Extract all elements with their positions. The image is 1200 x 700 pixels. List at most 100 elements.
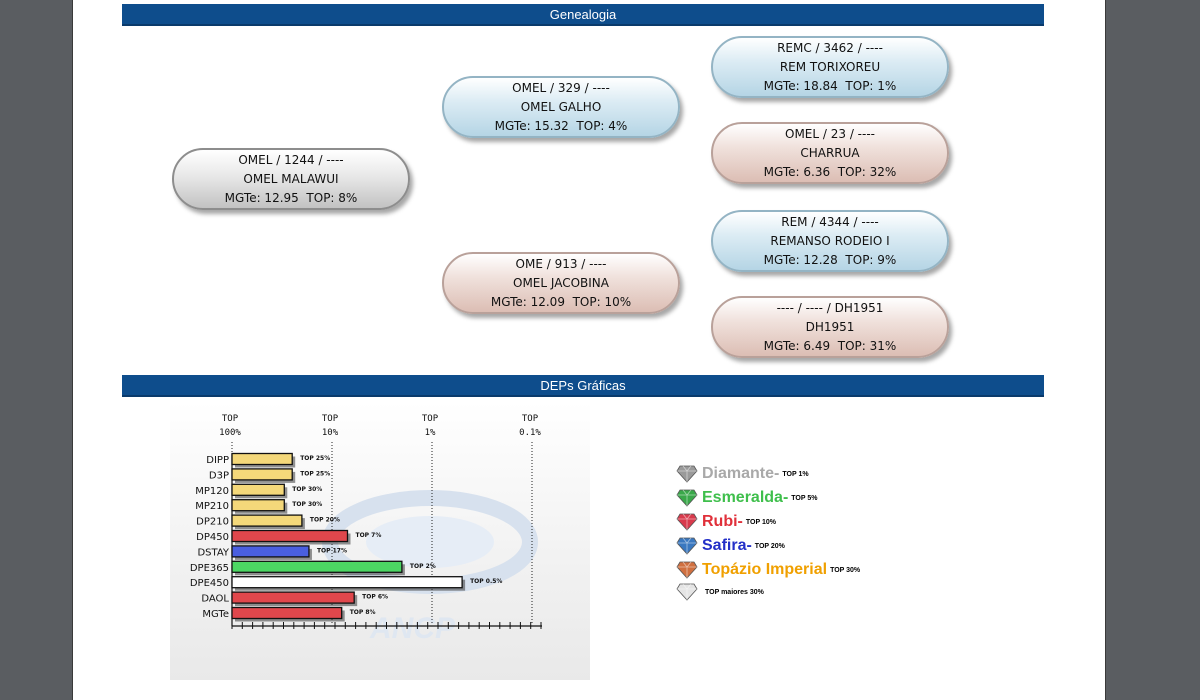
scale-label-top: TOP xyxy=(422,414,439,424)
deps-chart-panel: ANCP TOP 100% TOP 10% TOP 1% TOP 0.1% DIPP TOP 25%… xyxy=(170,402,590,680)
category-label-dpe450: DPE450 xyxy=(190,578,229,589)
bar-dipp xyxy=(231,452,293,466)
category-label-dp450: DP450 xyxy=(196,532,229,543)
legend-separator: - xyxy=(737,513,743,530)
mgte-value: MGTe: 6.36 xyxy=(763,164,831,179)
bar-daol xyxy=(231,591,355,604)
bar-mgte xyxy=(231,606,343,620)
bar-value-label: TOP 0.5% xyxy=(470,578,502,585)
deps-bar-chart: ANCP TOP 100% TOP 10% TOP 1% TOP 0.1% DIPP TOP 25%… xyxy=(190,414,542,645)
gem-icon xyxy=(676,561,698,579)
animal-card-mgs[interactable]: OME / 913 / ---- OMEL JACOBINA MGTe: 12.09… xyxy=(442,252,680,314)
animal-name: OMEL GALHO xyxy=(520,99,602,114)
gem-icon xyxy=(676,465,698,483)
gem-icon xyxy=(676,489,698,507)
category-label-mp120: MP120 xyxy=(195,486,229,497)
legend-gem-name: Esmeralda xyxy=(702,489,783,506)
mgte-value: MGTe: 18.84 xyxy=(763,78,838,93)
bar-dp210 xyxy=(231,514,303,527)
watermark-emblem-core xyxy=(366,516,494,568)
animal-registry: OMEL / 329 / ---- xyxy=(512,80,610,95)
bar-value-label: TOP 30% xyxy=(292,486,322,493)
section-deps-header: DEPs Gráficas xyxy=(122,375,1044,397)
top-value: TOP: 32% xyxy=(837,164,897,179)
legend-gem-name: Diamante xyxy=(702,465,775,482)
bar-value-label: TOP 30% xyxy=(292,501,322,508)
category-label-mp210: MP210 xyxy=(195,501,229,512)
bar-value-label: TOP 20% xyxy=(310,517,340,524)
animal-card-ggd2[interactable]: ---- / ---- / DH1951 DH1951 MGTe: 6.49 TOP… xyxy=(711,296,949,358)
animal-score: MGTe: 12.95 TOP: 8% xyxy=(225,189,358,208)
animal-card-sire[interactable]: OMEL / 1244 / ---- OMEL MALAWUI MGTe: 12.9… xyxy=(172,148,410,210)
animal-score: MGTe: 6.49 TOP: 31% xyxy=(764,337,897,356)
animal-registry: ---- / ---- / DH1951 xyxy=(776,300,884,315)
category-label-dp210: DP210 xyxy=(196,517,229,528)
legend-item: Rubi - TOP 10% xyxy=(676,510,860,534)
top-value: TOP: 31% xyxy=(837,338,897,353)
mgte-value: MGTe: 12.95 xyxy=(224,190,299,205)
legend-top-range: TOP 30% xyxy=(830,566,861,574)
category-label-mgte: MGTe xyxy=(202,609,229,620)
legend-gem-name: Rubi xyxy=(702,513,738,530)
mgte-value: MGTe: 12.28 xyxy=(763,252,838,267)
mgte-value: MGTe: 12.09 xyxy=(490,294,565,309)
top-value: TOP: 10% xyxy=(572,294,632,309)
animal-name: CHARRUA xyxy=(800,145,860,160)
top-value: TOP: 1% xyxy=(845,78,897,93)
scale-label-top: TOP xyxy=(222,414,239,424)
animal-registry: OMEL / 1244 / ---- xyxy=(238,152,344,167)
bar-dp450 xyxy=(231,529,349,543)
legend-top-range: TOP maiores 30% xyxy=(705,588,764,596)
legend-gem-name: Topázio Imperial xyxy=(702,561,828,578)
scale-label-top: TOP xyxy=(322,414,339,424)
scale-label-percent: 10% xyxy=(322,428,339,438)
legend-separator: - xyxy=(782,489,789,506)
legend-item: Topázio Imperial TOP 30% xyxy=(676,558,860,582)
bar-value-label: TOP 8% xyxy=(350,609,376,616)
legend-top-range: TOP 10% xyxy=(745,518,776,526)
animal-card-ggs1[interactable]: REMC / 3462 / ---- REM TORIXOREU MGTe: 18.… xyxy=(711,36,949,98)
scale-label-percent: 0.1% xyxy=(519,428,541,438)
scale-label-percent: 1% xyxy=(425,428,436,438)
category-label-dstay: DSTAY xyxy=(197,547,229,558)
legend-separator: - xyxy=(746,537,752,554)
top-value: TOP: 8% xyxy=(306,190,358,205)
bar-dstay xyxy=(231,545,310,558)
bar-value-label: TOP 17% xyxy=(317,547,347,554)
animal-name: OMEL JACOBINA xyxy=(513,275,609,290)
bar-d3p xyxy=(231,468,293,481)
scale-label-top: TOP xyxy=(522,414,539,424)
bar-value-label: TOP 6% xyxy=(362,594,388,601)
animal-card-ggd1[interactable]: OMEL / 23 / ---- CHARRUA MGTe: 6.36 TOP: 3… xyxy=(711,122,949,184)
legend-separator: - xyxy=(774,465,780,482)
animal-score: MGTe: 18.84 TOP: 1% xyxy=(764,77,897,96)
animal-registry: REMC / 3462 / ---- xyxy=(777,40,883,55)
bar-mp210 xyxy=(231,499,285,512)
gem-icon xyxy=(676,513,698,531)
category-label-dpe365: DPE365 xyxy=(190,563,229,574)
top-value: TOP: 4% xyxy=(576,118,628,133)
legend-gem-name: Safira xyxy=(702,537,747,554)
category-label-dipp: DIPP xyxy=(206,455,229,466)
section-genealogia-header: Genealogia xyxy=(122,4,1044,26)
mgte-value: MGTe: 6.49 xyxy=(763,338,831,353)
gem-icon xyxy=(676,583,698,601)
animal-name: OMEL MALAWUI xyxy=(243,171,339,186)
bar-value-label: TOP 25% xyxy=(300,455,330,462)
gem-icon xyxy=(676,537,698,555)
legend-item-others: TOP maiores 30% xyxy=(676,582,860,602)
animal-name: REMANSO RODEIO I xyxy=(770,233,890,248)
animal-card-ggs2[interactable]: REM / 4344 / ---- REMANSO RODEIO I MGTe: 1… xyxy=(711,210,949,272)
scale-label-percent: 100% xyxy=(219,428,241,438)
category-label-daol: DAOL xyxy=(201,594,229,605)
legend-top-range: TOP 5% xyxy=(791,494,818,502)
animal-card-pgs[interactable]: OMEL / 329 / ---- OMEL GALHO MGTe: 15.32 T… xyxy=(442,76,680,138)
animal-registry: OMEL / 23 / ---- xyxy=(785,126,875,141)
watermark-text: ANCP xyxy=(369,612,456,645)
animal-score: MGTe: 6.36 TOP: 32% xyxy=(764,163,897,182)
legend-item: Safira - TOP 20% xyxy=(676,534,860,558)
legend-item: Esmeralda - TOP 5% xyxy=(676,486,860,510)
animal-score: MGTe: 15.32 TOP: 4% xyxy=(495,117,628,136)
legend-item: Diamante - TOP 1% xyxy=(676,462,860,486)
bar-dpe365 xyxy=(231,560,403,573)
